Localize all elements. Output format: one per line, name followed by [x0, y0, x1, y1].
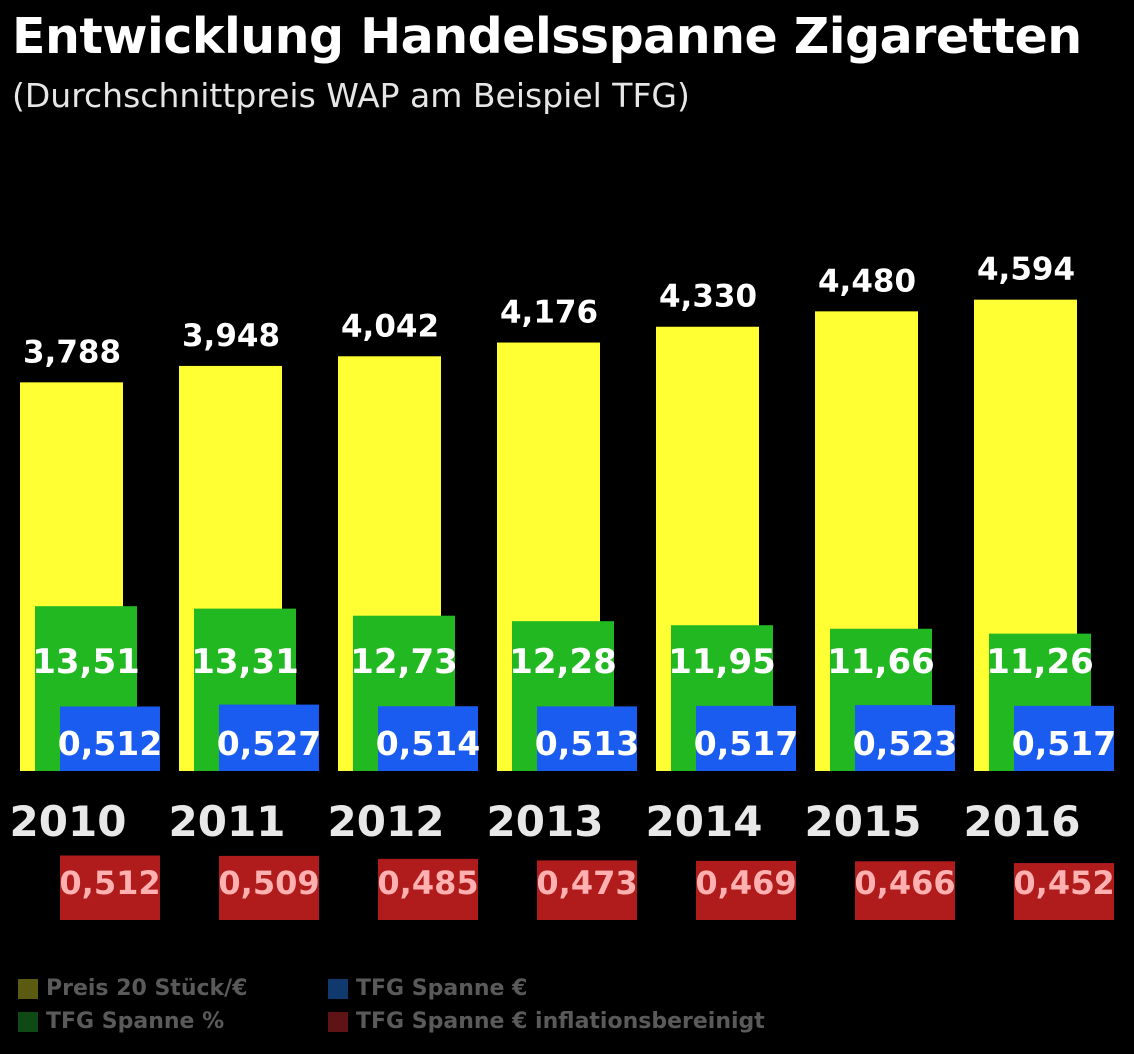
legend-item-price: Preis 20 Stück/€ [18, 976, 328, 1001]
inflation-bar-2015 [855, 861, 955, 920]
chart-title: Entwicklung Handelsspanne Zigaretten [12, 8, 1082, 65]
percent-label-2011: 13,31 [191, 642, 299, 682]
inflation-bar-2012 [378, 858, 478, 920]
price-label-2010: 3,788 [23, 334, 121, 370]
euro-label-2014: 0,517 [694, 724, 798, 763]
price-label-2015: 4,480 [818, 263, 916, 299]
euro-label-2015: 0,523 [853, 724, 957, 763]
year-label-2011: 2011 [169, 797, 286, 846]
euro-label-2010: 0,512 [58, 724, 162, 763]
legend-item-percent: TFG Spanne % [18, 1009, 328, 1034]
legend-label-percent: TFG Spanne % [46, 1009, 225, 1034]
percent-label-2010: 13,51 [32, 642, 140, 682]
year-label-2014: 2014 [646, 797, 763, 846]
euro-label-2012: 0,514 [376, 724, 480, 763]
percent-label-2014: 11,95 [668, 642, 776, 682]
percent-label-2016: 11,26 [986, 642, 1094, 682]
price-label-2013: 4,176 [500, 295, 598, 331]
price-label-2011: 3,948 [182, 318, 280, 354]
inflation-label-2013: 0,473 [536, 864, 637, 902]
euro-bar-2015 [855, 705, 955, 771]
euro-bar-2010 [60, 706, 160, 771]
legend: Preis 20 Stück/€ TFG Spanne € TFG Spanne… [18, 976, 828, 1034]
legend-item-inflation: TFG Spanne € inflationsbereinigt [328, 1009, 828, 1034]
inflation-label-2011: 0,509 [218, 864, 319, 902]
price-label-2016: 4,594 [977, 252, 1075, 288]
inflation-bar-2013 [537, 860, 637, 920]
euro-bar-2013 [537, 706, 637, 771]
euro-label-2013: 0,513 [535, 724, 639, 763]
year-label-2015: 2015 [805, 797, 922, 846]
year-label-2010: 2010 [10, 797, 127, 846]
legend-swatch-percent [18, 1011, 38, 1032]
inflation-bar-2011 [219, 855, 319, 920]
euro-bar-2011 [219, 704, 319, 771]
legend-label-inflation: TFG Spanne € inflationsbereinigt [356, 1009, 765, 1034]
inflation-label-2015: 0,466 [854, 864, 955, 902]
legend-label-price: Preis 20 Stück/€ [46, 976, 248, 1001]
inflation-label-2012: 0,485 [377, 864, 478, 902]
year-label-2013: 2013 [487, 797, 604, 846]
price-label-2012: 4,042 [341, 308, 439, 344]
legend-swatch-euro [328, 978, 348, 999]
euro-bar-2012 [378, 706, 478, 771]
legend-label-euro: TFG Spanne € [356, 976, 528, 1001]
legend-swatch-inflation [328, 1011, 348, 1032]
price-label-2014: 4,330 [659, 279, 757, 315]
year-label-2016: 2016 [964, 797, 1081, 846]
inflation-label-2014: 0,469 [695, 864, 796, 902]
percent-label-2012: 12,73 [350, 642, 458, 682]
euro-label-2011: 0,527 [217, 724, 321, 763]
inflation-label-2016: 0,452 [1013, 864, 1114, 902]
chart-subtitle: (Durchschnittpreis WAP am Beispiel TFG) [12, 76, 690, 115]
percent-label-2015: 11,66 [827, 642, 935, 682]
euro-bar-2016 [1014, 705, 1114, 771]
year-label-2012: 2012 [328, 797, 445, 846]
euro-label-2016: 0,517 [1012, 724, 1116, 763]
euro-bar-2014 [696, 705, 796, 771]
inflation-bar-2016 [1014, 863, 1114, 920]
inflation-label-2010: 0,512 [59, 864, 160, 902]
legend-swatch-price [18, 978, 38, 999]
legend-item-euro: TFG Spanne € [328, 976, 828, 1001]
inflation-bar-2014 [696, 860, 796, 920]
bar-chart: 3,78813,510,51220100,5123,94813,310,5272… [10, 252, 1116, 920]
percent-label-2013: 12,28 [509, 642, 617, 682]
inflation-bar-2010 [60, 855, 160, 920]
